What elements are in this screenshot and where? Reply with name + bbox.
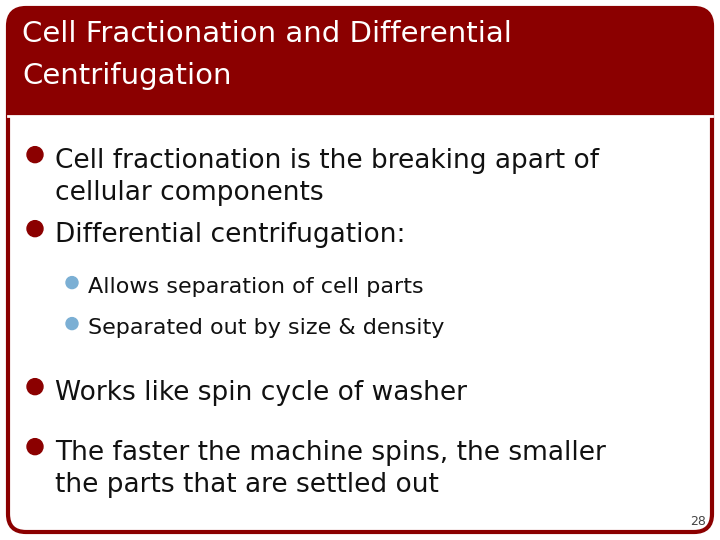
- Text: Centrifugation: Centrifugation: [22, 62, 232, 90]
- Circle shape: [27, 147, 43, 163]
- Text: Allows separation of cell parts: Allows separation of cell parts: [88, 277, 423, 297]
- Bar: [8, 98, 712, 116]
- Circle shape: [66, 276, 78, 288]
- FancyBboxPatch shape: [8, 8, 712, 532]
- Circle shape: [27, 221, 43, 237]
- Text: Cell Fractionation and Differential: Cell Fractionation and Differential: [22, 20, 512, 48]
- Circle shape: [27, 379, 43, 395]
- Text: Separated out by size & density: Separated out by size & density: [88, 318, 444, 338]
- Circle shape: [27, 438, 43, 455]
- Text: 28: 28: [690, 515, 706, 528]
- Text: Cell fractionation is the breaking apart of
cellular components: Cell fractionation is the breaking apart…: [55, 148, 599, 206]
- Circle shape: [66, 318, 78, 329]
- Text: The faster the machine spins, the smaller
the parts that are settled out: The faster the machine spins, the smalle…: [55, 440, 606, 498]
- Text: Works like spin cycle of washer: Works like spin cycle of washer: [55, 380, 467, 406]
- FancyBboxPatch shape: [8, 8, 712, 116]
- Text: Differential centrifugation:: Differential centrifugation:: [55, 222, 405, 248]
